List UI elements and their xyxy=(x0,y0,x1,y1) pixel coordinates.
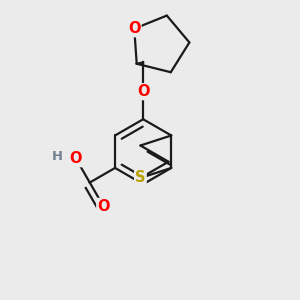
Text: H: H xyxy=(52,150,63,164)
Text: O: O xyxy=(137,84,149,99)
Text: O: O xyxy=(97,199,110,214)
Text: O: O xyxy=(128,21,140,36)
Text: O: O xyxy=(70,151,82,166)
Text: S: S xyxy=(135,170,146,185)
